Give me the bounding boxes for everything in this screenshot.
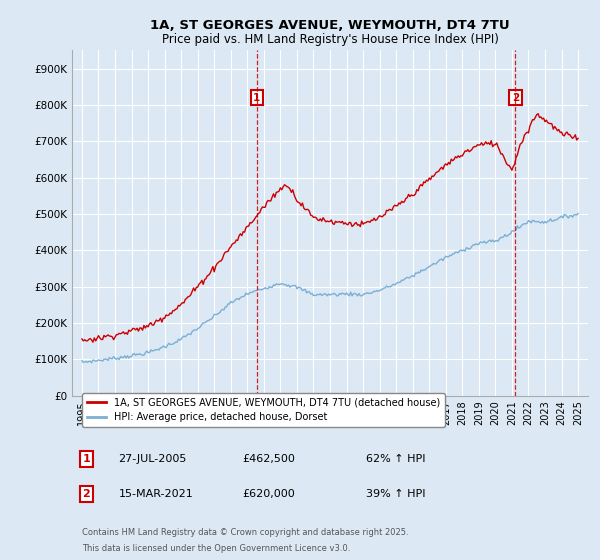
Text: 1: 1: [253, 92, 260, 102]
Text: 39% ↑ HPI: 39% ↑ HPI: [366, 489, 425, 499]
Text: £620,000: £620,000: [242, 489, 295, 499]
Text: 27-JUL-2005: 27-JUL-2005: [118, 454, 187, 464]
Text: Price paid vs. HM Land Registry's House Price Index (HPI): Price paid vs. HM Land Registry's House …: [161, 32, 499, 46]
Legend: 1A, ST GEORGES AVENUE, WEYMOUTH, DT4 7TU (detached house), HPI: Average price, d: 1A, ST GEORGES AVENUE, WEYMOUTH, DT4 7TU…: [82, 393, 445, 427]
Text: 2: 2: [82, 489, 90, 499]
Text: 1: 1: [82, 454, 90, 464]
Text: 1A, ST GEORGES AVENUE, WEYMOUTH, DT4 7TU: 1A, ST GEORGES AVENUE, WEYMOUTH, DT4 7TU: [150, 18, 510, 32]
Text: This data is licensed under the Open Government Licence v3.0.: This data is licensed under the Open Gov…: [82, 544, 350, 553]
Text: £462,500: £462,500: [242, 454, 295, 464]
Text: Contains HM Land Registry data © Crown copyright and database right 2025.: Contains HM Land Registry data © Crown c…: [82, 528, 409, 536]
Text: 2: 2: [512, 92, 519, 102]
Text: 62% ↑ HPI: 62% ↑ HPI: [366, 454, 425, 464]
Text: 15-MAR-2021: 15-MAR-2021: [118, 489, 193, 499]
